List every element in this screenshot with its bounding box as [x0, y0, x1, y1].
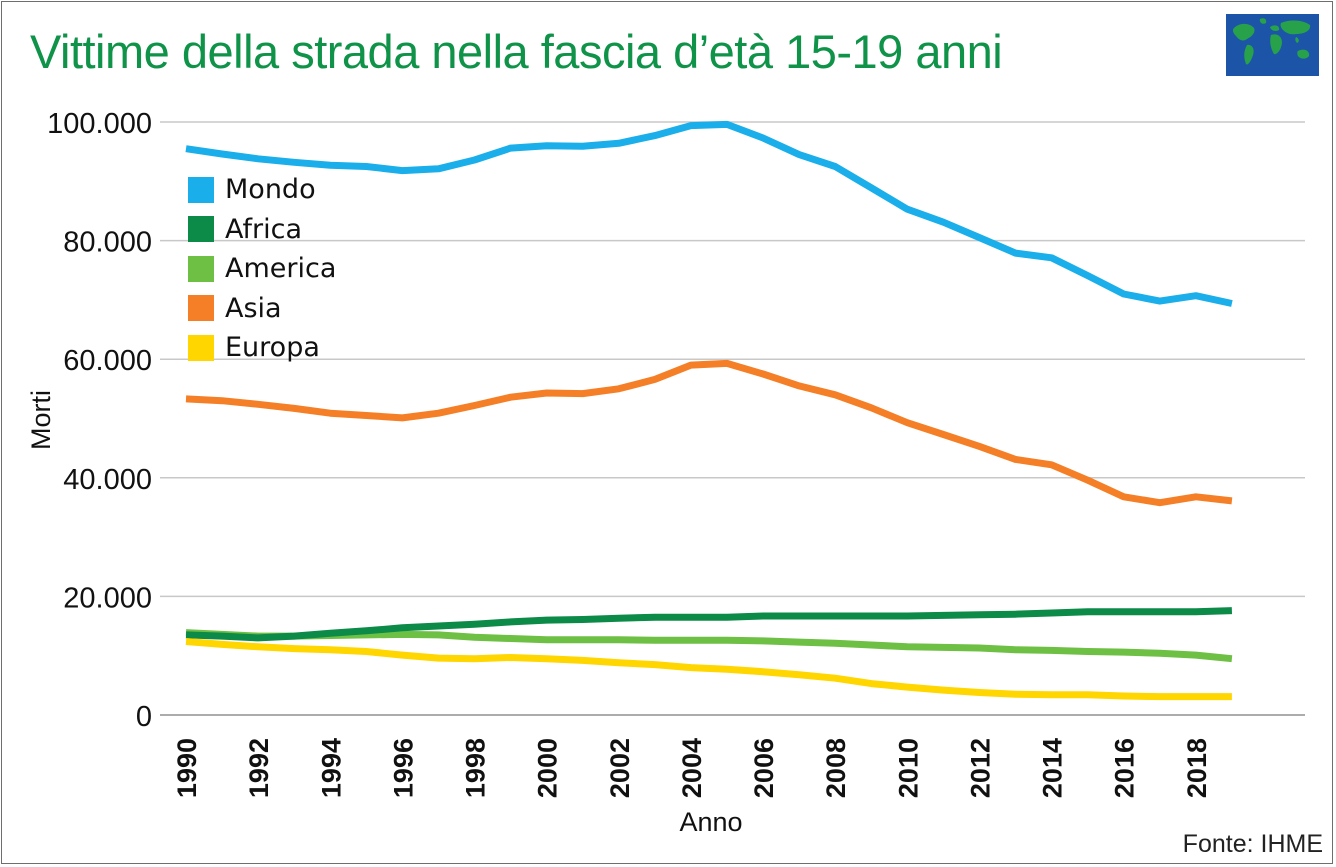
y-tick-label: 40.000 — [63, 464, 152, 496]
legend-item-africa: Africa — [188, 210, 336, 250]
y-tick-label: 0 — [136, 701, 152, 733]
y-axis-label: Morti — [26, 390, 56, 450]
legend-item-asia: Asia — [188, 289, 336, 329]
legend-label: Europa — [225, 332, 320, 364]
series-line-africa — [185, 607, 1233, 642]
x-tick-label: 2012 — [965, 738, 995, 798]
x-tick-label: 1998 — [461, 738, 491, 798]
x-tick-label: 2008 — [821, 738, 851, 798]
legend-swatch — [188, 295, 214, 322]
x-tick-label: 2000 — [533, 738, 563, 798]
y-tick-label: 20.000 — [63, 582, 152, 614]
y-tick-label: 100.000 — [47, 108, 152, 140]
legend-label: America — [225, 253, 337, 285]
x-tick-label: 2002 — [605, 738, 635, 798]
legend-label: Mondo — [225, 174, 316, 206]
x-tick-label: 1994 — [316, 738, 346, 798]
legend-swatch — [188, 216, 214, 243]
x-tick-label: 2016 — [1110, 738, 1140, 798]
world-map-icon — [1226, 14, 1319, 76]
series-line-europa — [185, 638, 1232, 701]
chart-title: Vittime della strada nella fascia d’età … — [30, 25, 1003, 78]
legend-item-america: America — [188, 249, 336, 289]
legend-swatch — [188, 255, 214, 282]
legend-swatch — [188, 334, 214, 361]
x-tick-label: 1992 — [244, 738, 274, 798]
x-tick-label: 2018 — [1182, 738, 1212, 798]
y-tick-label: 80.000 — [63, 227, 152, 259]
x-tick-label: 1996 — [388, 738, 418, 798]
x-axis-label: Anno — [679, 807, 742, 837]
legend-label: Africa — [225, 213, 303, 245]
legend: Mondo Africa America Asia Europa — [188, 170, 336, 368]
x-tick-label: 2010 — [893, 738, 923, 798]
source-credit: Fonte: IHME — [1182, 830, 1323, 858]
x-tick-label: 2004 — [677, 738, 707, 798]
legend-swatch — [188, 176, 214, 203]
x-tick-label: 2014 — [1038, 738, 1068, 798]
legend-item-mondo: Mondo — [188, 170, 336, 210]
series-line-asia — [185, 359, 1233, 507]
legend-label: Asia — [225, 292, 282, 324]
series-line-america — [185, 629, 1233, 663]
legend-item-europa: Europa — [188, 328, 336, 368]
y-tick-label: 60.000 — [63, 345, 152, 377]
x-tick-label: 1990 — [172, 738, 202, 798]
series-line-mondo — [185, 120, 1233, 307]
x-tick-label: 2006 — [749, 738, 779, 798]
